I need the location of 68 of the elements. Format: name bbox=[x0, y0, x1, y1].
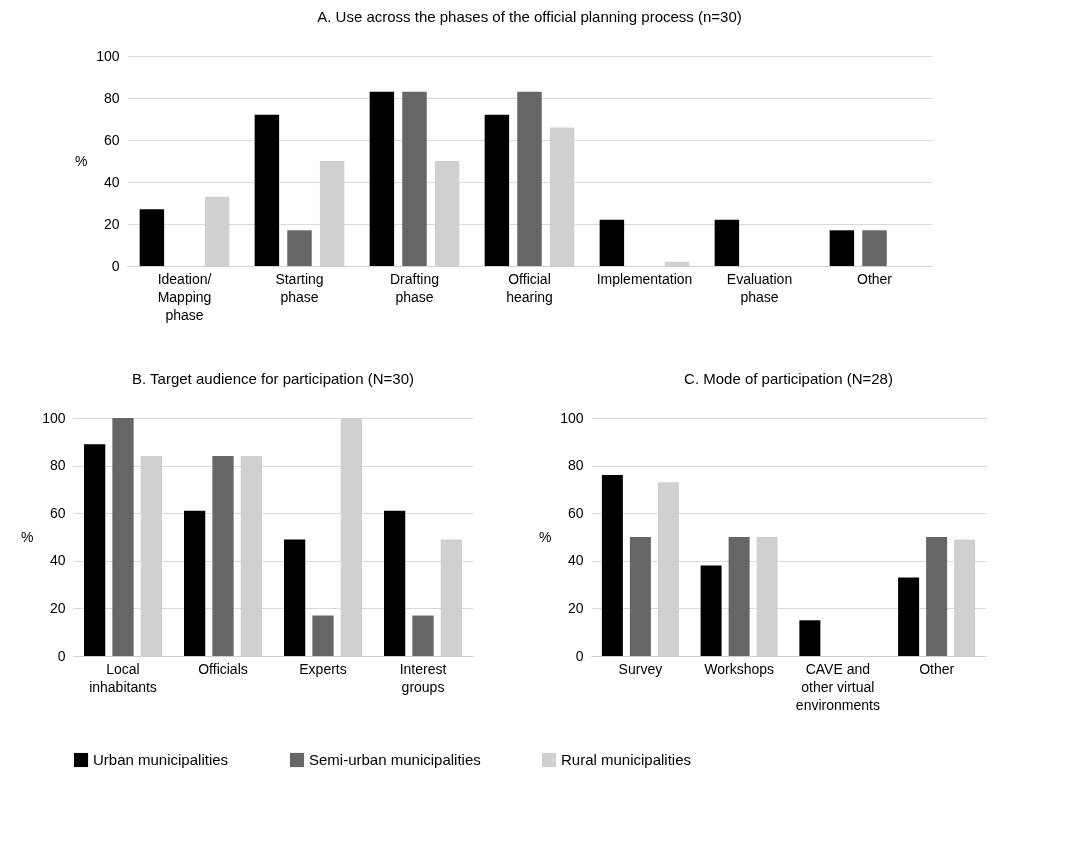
bar bbox=[402, 91, 427, 266]
bar bbox=[312, 615, 334, 656]
bar bbox=[287, 230, 312, 266]
bar bbox=[369, 91, 395, 266]
x-tick-label: Starting phase bbox=[275, 270, 324, 305]
chart-title: B. Target audience for participation (N=30) bbox=[132, 370, 414, 387]
x-tick-label: Other bbox=[919, 660, 955, 677]
bar bbox=[601, 475, 623, 656]
x-tick-label: Official hearing bbox=[506, 270, 553, 305]
y-tick-label: 60 bbox=[49, 504, 66, 521]
bar bbox=[254, 114, 280, 266]
x-tick-label: Experts bbox=[299, 660, 347, 677]
bar bbox=[517, 91, 542, 266]
bar bbox=[484, 114, 510, 266]
y-axis-title: % bbox=[539, 528, 552, 545]
y-tick-label: 100 bbox=[42, 409, 66, 426]
x-tick-label: Implementation bbox=[596, 270, 693, 287]
y-tick-label: 40 bbox=[49, 552, 66, 569]
y-tick-label: 80 bbox=[103, 89, 120, 106]
bar bbox=[599, 219, 625, 266]
x-tick-label: Workshops bbox=[704, 660, 775, 677]
bar bbox=[926, 537, 948, 656]
y-axis-title: % bbox=[21, 528, 34, 545]
y-tick-label: 80 bbox=[49, 457, 66, 474]
bar bbox=[284, 539, 306, 656]
y-tick-label: 20 bbox=[567, 599, 584, 616]
bar bbox=[139, 209, 165, 266]
legend-label: Rural municipalities bbox=[561, 751, 692, 768]
bar bbox=[84, 444, 106, 656]
bar bbox=[384, 510, 406, 656]
x-tick-label: Ideation/ Mapping phase bbox=[157, 270, 212, 323]
y-tick-label: 100 bbox=[560, 409, 584, 426]
legend-label: Urban municipalities bbox=[93, 751, 229, 768]
bar bbox=[212, 456, 234, 656]
x-tick-label: Officials bbox=[198, 660, 248, 677]
y-tick-label: 80 bbox=[567, 457, 584, 474]
y-tick-label: 0 bbox=[575, 647, 584, 664]
y-tick-label: 0 bbox=[57, 647, 66, 664]
x-tick-label: Drafting phase bbox=[389, 270, 440, 305]
bar bbox=[898, 577, 920, 656]
y-tick-label: 60 bbox=[567, 504, 584, 521]
y-tick-label: 60 bbox=[103, 131, 120, 148]
y-tick-label: 100 bbox=[96, 47, 120, 64]
x-tick-label: Survey bbox=[618, 660, 663, 677]
bar bbox=[700, 565, 722, 656]
bar bbox=[629, 537, 651, 656]
bar bbox=[714, 219, 740, 266]
y-tick-label: 0 bbox=[111, 257, 120, 274]
chart-title: C. Mode of participation (N=28) bbox=[684, 370, 893, 387]
y-axis-title: % bbox=[75, 152, 88, 169]
x-tick-label: Interest groups bbox=[399, 660, 447, 695]
bar bbox=[728, 537, 750, 656]
bar bbox=[412, 615, 434, 656]
bar bbox=[862, 230, 887, 266]
x-tick-label: Local inhabitants bbox=[89, 660, 157, 695]
chart-title: A. Use across the phases of the official planning process (n=30) bbox=[317, 8, 742, 25]
bar bbox=[184, 510, 206, 656]
y-tick-label: 40 bbox=[103, 173, 120, 190]
x-tick-label: Evaluation phase bbox=[726, 270, 793, 305]
y-tick-label: 40 bbox=[567, 552, 584, 569]
x-tick-label: Other bbox=[856, 270, 893, 287]
x-tick-label: CAVE and other virtual environments bbox=[795, 660, 880, 713]
bar bbox=[112, 418, 134, 656]
y-tick-label: 20 bbox=[103, 215, 120, 232]
legend-label: Semi-urban municipalities bbox=[309, 751, 481, 768]
bar bbox=[799, 620, 821, 656]
y-tick-label: 20 bbox=[49, 599, 66, 616]
bar bbox=[829, 230, 855, 266]
